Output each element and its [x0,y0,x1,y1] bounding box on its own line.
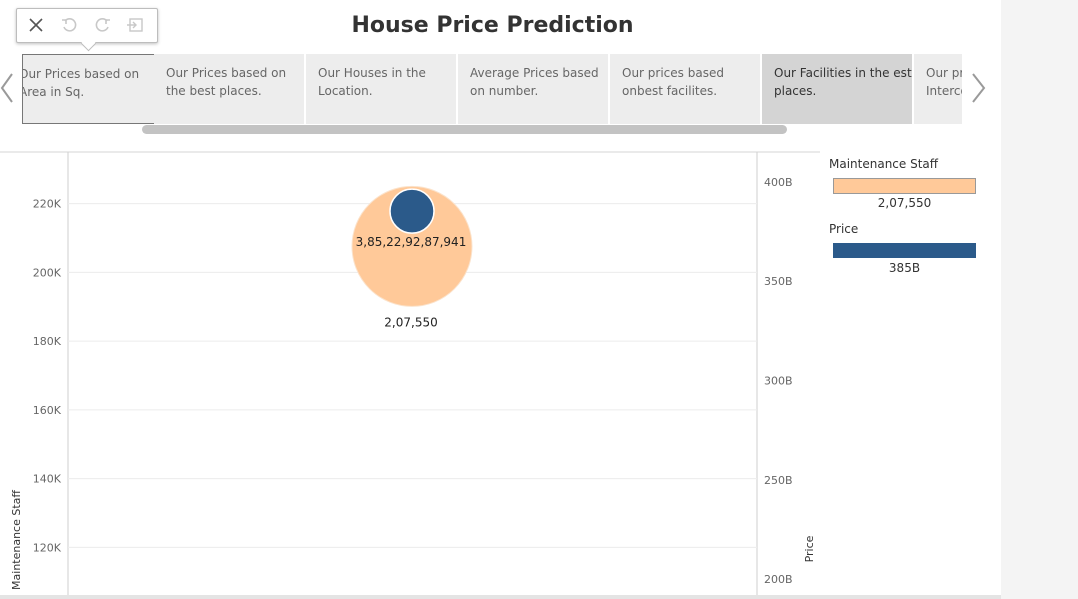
story-point-tab[interactable]: Our Prices based on the best places. [154,54,304,124]
dual-axis-chart: 120K 140K 160K 180K 200K 220K 200B 250B 300B 350… [0,151,820,599]
right-tick-label: 400B [764,176,793,189]
legend-title-maintenance: Maintenance Staff [829,157,939,171]
next-point-arrow-icon[interactable] [970,72,986,108]
left-tick-label: 220K [33,198,62,211]
story-point-label: Our Prices based on Area in Sq. [23,67,140,99]
bottom-scroll-strip [0,595,1001,599]
legend-value-maintenance: 2,07,550 [877,196,932,210]
story-scrollbar[interactable] [142,125,787,134]
previous-point-arrow-icon[interactable] [0,72,14,108]
legend-swatch-maintenance [833,178,976,194]
legend-title-price: Price [829,222,859,236]
revert-icon[interactable] [125,15,145,35]
left-axis-title: Maintenance Staff [10,490,23,590]
story-point-tab[interactable]: Our prices based on Intercom [914,54,962,124]
side-gutter [1001,0,1078,599]
redo-icon[interactable] [93,15,113,35]
story-point-tab[interactable]: Average Prices based on number. [458,54,608,124]
story-point-tab[interactable]: Our Prices based on Area in Sq. [22,54,172,124]
story-point-label: Our prices based on Intercom [926,66,962,98]
story-point-tab[interactable]: Our Houses in the Location. [306,54,456,124]
left-tick-label: 140K [33,473,62,486]
story-point-tab-active[interactable]: Our Facilities in the est places. [762,54,912,124]
right-tick-label: 350B [764,275,793,288]
left-tick-label: 120K [33,541,62,554]
story-point-label: Our Houses in the Location. [318,66,426,98]
right-tick-label: 200B [764,573,793,586]
legend-swatch-price [833,243,976,258]
close-icon[interactable] [26,15,46,35]
story-point-tab[interactable]: Our prices based onbest facilites. [610,54,760,124]
left-tick-label: 180K [33,335,62,348]
story-point-label: Average Prices based on number. [470,66,599,98]
left-tick-label: 160K [33,404,62,417]
maintenance-staff-data-label: 2,07,550 [384,315,437,329]
story-point-label: Our Prices based on the best places. [166,66,287,98]
legend-value-price: 385B [888,261,921,275]
story-navigator: Our Prices based on Area in Sq. Our Pric… [22,54,962,124]
dashboard-canvas: House Price Prediction Our Prices based … [0,0,1001,599]
page-title: House Price Prediction [351,13,634,38]
right-tick-label: 300B [764,374,793,387]
undo-icon[interactable] [59,15,79,35]
left-tick-label: 200K [33,266,62,279]
story-toolbar [16,8,158,43]
story-point-label: Our Facilities in the est places. [774,66,912,98]
maintenance-staff-mark[interactable] [351,185,473,307]
story-point-label: Our prices based onbest facilites. [622,66,724,98]
right-axis-title: Price [803,535,816,562]
right-tick-label: 250B [764,474,793,487]
price-mark[interactable] [389,188,435,234]
price-data-label: 3,85,22,92,87,941 [356,235,467,249]
